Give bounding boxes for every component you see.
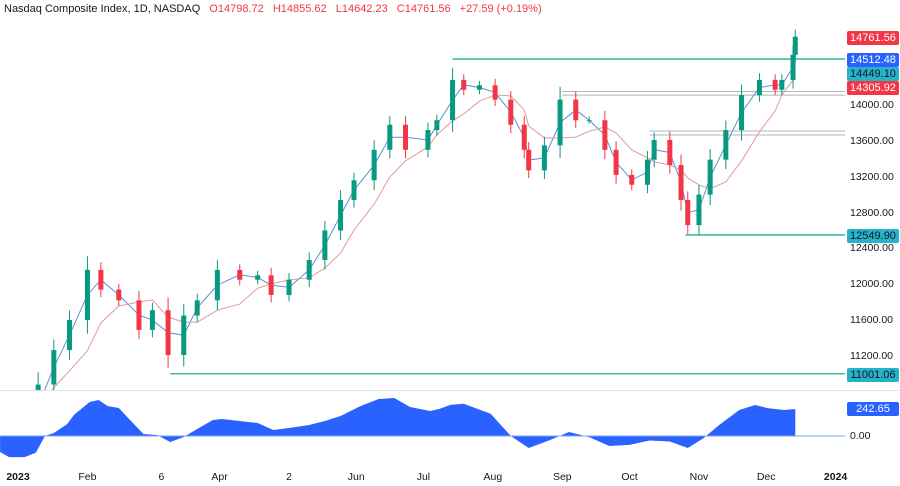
level-tag-11001: 11001.06: [847, 368, 899, 382]
candle-body: [67, 320, 73, 351]
candle-body: [772, 79, 778, 90]
time-axis-label: 6: [158, 471, 165, 483]
open-value: O14798.72: [209, 3, 264, 15]
oscillator-value-tag: 242.65: [847, 402, 899, 416]
candle-body: [521, 124, 527, 150]
candle-body: [255, 275, 261, 280]
price-axis-label: 11600.00: [850, 314, 894, 327]
candle-body: [602, 120, 608, 150]
candle-body: [214, 269, 220, 301]
high-value: H14855.62: [272, 3, 327, 15]
candle-body: [165, 310, 171, 355]
candle-body: [194, 300, 200, 316]
time-axis-label: Feb: [78, 471, 97, 483]
candle-body: [149, 310, 155, 330]
candle-body: [403, 124, 409, 150]
candle-body: [526, 149, 532, 171]
candle-body: [181, 315, 187, 355]
candle-body: [707, 159, 713, 195]
candle-body: [351, 180, 357, 200]
price-axis-label: 14000.00: [850, 99, 894, 111]
time-axis-label: Sep: [552, 471, 572, 483]
teal-price-tag: 14449.10: [847, 67, 899, 81]
price-axis-label: 13600.00: [850, 134, 894, 147]
candle-body: [425, 130, 431, 150]
candle-body: [651, 139, 657, 160]
candle-body: [613, 149, 619, 175]
candle-body: [268, 275, 274, 295]
oscillator-area: [0, 398, 796, 458]
time-axis-label: 2: [286, 471, 292, 483]
price-axis-label: 12800.00: [850, 206, 894, 219]
candle-body: [779, 79, 785, 90]
time-axis-label: Jun: [347, 471, 365, 483]
candle-body: [644, 159, 650, 185]
candle-body: [387, 124, 393, 150]
candle-body: [492, 85, 498, 100]
candle-body: [696, 194, 702, 226]
price-axis-label: 12000.00: [850, 278, 894, 291]
candle-body: [756, 79, 762, 96]
candle-body: [450, 79, 456, 121]
candle-body: [306, 260, 312, 280]
candle-body: [685, 199, 691, 226]
candle-body: [237, 269, 243, 280]
candle-body: [790, 54, 796, 80]
time-axis-label: Dec: [756, 471, 776, 483]
candle-body: [286, 279, 292, 295]
slow-moving-average: [51, 68, 796, 390]
fast-moving-average: [44, 45, 796, 390]
oscillator-zero-label: 0.00: [850, 430, 871, 442]
time-axis-label: 2024: [823, 471, 848, 483]
candle-body: [629, 174, 635, 185]
low-value: L14642.23: [335, 3, 388, 15]
price-axis-label: 11200.00: [850, 349, 894, 362]
candle-body: [557, 99, 563, 146]
last-price-tag: 14761.56: [847, 31, 899, 45]
candle-body: [116, 289, 122, 301]
change-value: +27.59 (+0.19%): [459, 3, 542, 15]
blue-price-tag: 14512.48: [847, 53, 899, 67]
candle-body: [739, 95, 745, 131]
time-axis-label: 2023: [6, 471, 30, 483]
candle-body: [51, 350, 57, 385]
level-tag-12549: 12549.90: [847, 229, 899, 243]
price-axis-label: 15200.00: [850, 0, 894, 3]
candle-body: [371, 149, 377, 181]
time-axis-label: Nov: [689, 471, 709, 483]
candle-body: [723, 130, 729, 160]
time-axis-label: Jul: [416, 471, 431, 483]
candle-body: [508, 99, 514, 125]
candle-body: [434, 120, 440, 131]
time-axis-label: Oct: [621, 471, 638, 483]
candle-body: [461, 79, 467, 90]
candle-body: [476, 85, 482, 90]
candle-body: [98, 269, 104, 290]
candle-body: [792, 36, 798, 55]
candle-body: [35, 384, 41, 390]
time-axis-label: Aug: [483, 471, 503, 483]
time-axis-label: Apr: [211, 471, 228, 483]
candle-body: [573, 99, 579, 121]
candle-body: [667, 139, 673, 166]
candle-body: [678, 165, 684, 200]
candle-body: [586, 120, 592, 122]
red-price-tag: 14305.92: [847, 81, 899, 95]
symbol-title[interactable]: Nasdaq Composite Index, 1D, NASDAQ: [4, 3, 201, 15]
candle-body: [338, 199, 344, 231]
candle-body: [541, 145, 547, 171]
price-axis-label: 12400.00: [850, 242, 894, 255]
symbol-legend: Nasdaq Composite Index, 1D, NASDAQ O1479…: [4, 3, 542, 15]
close-value: C14761.56: [396, 3, 451, 15]
price-axis-label: 13200.00: [850, 170, 894, 183]
candle-body: [84, 269, 90, 321]
candle-body: [136, 300, 142, 330]
candle-body: [322, 230, 328, 261]
